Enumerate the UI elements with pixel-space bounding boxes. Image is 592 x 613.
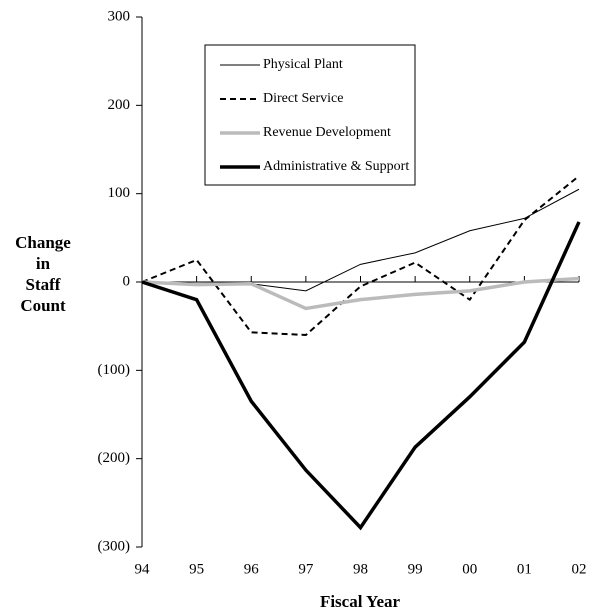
x-tick-label: 97 xyxy=(298,561,314,577)
y-tick-label: 100 xyxy=(108,185,131,201)
legend-label: Physical Plant xyxy=(263,57,343,72)
y-tick-label: (200) xyxy=(98,450,131,466)
legend-label: Revenue Development xyxy=(263,125,391,140)
x-tick-label: 94 xyxy=(135,561,151,577)
x-axis-title: Fiscal Year xyxy=(320,592,401,611)
series-line xyxy=(141,276,580,311)
y-tick-label: 200 xyxy=(108,97,131,113)
x-tick-label: 96 xyxy=(244,561,260,577)
y-tick-label: 0 xyxy=(123,273,131,289)
x-tick-label: 98 xyxy=(353,561,368,577)
series-line xyxy=(141,188,580,292)
series-line xyxy=(141,175,580,337)
x-tick-label: 01 xyxy=(517,561,532,577)
legend-box xyxy=(204,44,416,186)
x-tick-label: 00 xyxy=(462,561,477,577)
x-tick-label: 99 xyxy=(408,561,423,577)
y-axis-title: Change in Staff Count xyxy=(15,233,71,315)
legend-label: Administrative & Support xyxy=(263,159,409,174)
x-tick-label: 02 xyxy=(572,561,587,577)
y-tick-label: (300) xyxy=(98,538,131,554)
y-tick-label: (100) xyxy=(98,362,131,378)
y-tick-label: 300 xyxy=(108,8,131,24)
x-tick-label: 95 xyxy=(189,561,204,577)
legend-label: Direct Service xyxy=(263,91,343,106)
series-line xyxy=(141,221,581,531)
